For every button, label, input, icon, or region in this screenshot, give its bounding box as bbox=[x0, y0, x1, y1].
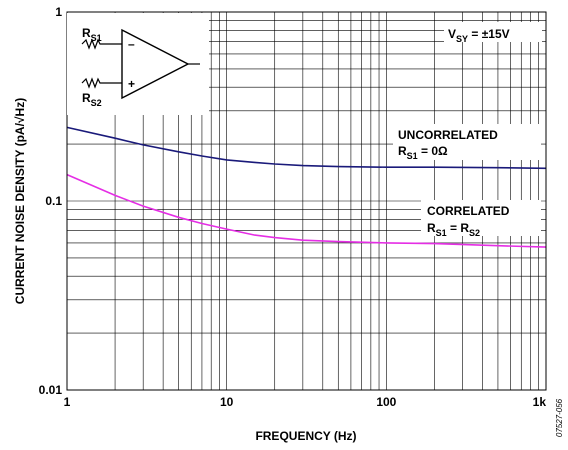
rs1-resistor bbox=[81, 38, 122, 50]
y-tick-label: 0.01 bbox=[39, 383, 63, 397]
x-tick-label: 1k bbox=[533, 395, 547, 409]
correlated-label: CORRELATED bbox=[427, 204, 510, 218]
series-layer bbox=[66, 126, 547, 248]
uncorrelated-label-bg bbox=[393, 124, 541, 160]
noninverting-input-sign: + bbox=[128, 77, 135, 91]
rs1-label: RS1 bbox=[82, 26, 102, 43]
figure-id: 07527-056 bbox=[555, 398, 564, 437]
y-tick-label: 1 bbox=[55, 5, 62, 19]
supply-label: VSY = ±15V bbox=[448, 27, 510, 44]
plot-frame bbox=[66, 11, 547, 391]
x-tick-label: 100 bbox=[376, 395, 396, 409]
correlated-label-bg bbox=[421, 200, 541, 236]
inverting-input-sign: – bbox=[128, 37, 135, 51]
op-amp-inset: RS1 RS2 – + bbox=[67, 13, 209, 115]
uncorrelated-condition: RS1 = 0Ω bbox=[398, 144, 448, 161]
x-axis-title: FREQUENCY (Hz) bbox=[255, 429, 356, 443]
y-tick-label: 0.1 bbox=[45, 194, 62, 208]
rs2-label: RS2 bbox=[82, 91, 102, 108]
y-axis-title: CURRENT NOISE DENSITY (pA/√Hz) bbox=[13, 98, 27, 304]
series-line-correlated bbox=[66, 173, 547, 248]
tick-labels: 1 10 100 1k 1 0.1 0.01 bbox=[39, 5, 547, 409]
rs2-resistor bbox=[81, 77, 122, 89]
x-tick-label: 10 bbox=[220, 395, 234, 409]
supply-label-bg bbox=[444, 22, 542, 42]
correlated-condition: RS1 = RS2 bbox=[427, 221, 480, 238]
uncorrelated-label: UNCORRELATED bbox=[398, 128, 498, 142]
x-tick-label: 1 bbox=[64, 395, 71, 409]
op-amp-triangle bbox=[121, 28, 190, 100]
series-line-uncorrelated bbox=[66, 126, 547, 170]
